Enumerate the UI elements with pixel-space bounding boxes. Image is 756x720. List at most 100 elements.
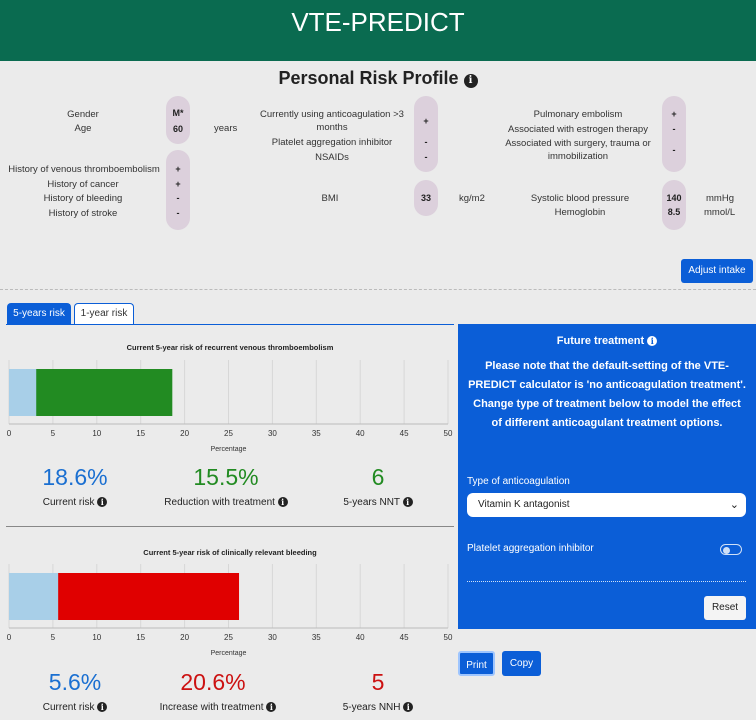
copy-button[interactable]: Copy: [502, 651, 541, 676]
chevron-down-icon: ⌄: [729, 499, 739, 511]
print-button[interactable]: Print: [458, 651, 495, 676]
bleed-bar-0: [9, 573, 59, 620]
surgery-trauma-value: -: [672, 145, 676, 155]
pill-bmi: [414, 180, 438, 216]
reset-button[interactable]: Reset: [704, 596, 746, 620]
info-icon[interactable]: i: [97, 497, 108, 507]
profile-title: Personal Risk Profile i: [0, 68, 756, 89]
app-title: VTE-PREDICT: [291, 7, 465, 37]
tick-label: 30: [268, 429, 277, 438]
vte-reduction-caption: Reduction with treatment i: [146, 497, 306, 508]
hemoglobin-unit: mmol/L: [704, 207, 736, 218]
pill-vte-characteristics: [662, 96, 686, 172]
x-axis-label: Percentage: [211, 650, 247, 657]
vte-current-risk-caption: Current risk i: [25, 497, 125, 508]
tick-label: 35: [312, 429, 321, 438]
pill-history: [166, 150, 190, 230]
history-bleeding-label: History of bleeding: [43, 193, 123, 204]
pulmonary-embolism-value: +: [671, 109, 677, 119]
toggle-knob: [723, 546, 730, 554]
bleed-current-risk-caption: Current risk i: [25, 702, 125, 713]
tick-label: 40: [356, 429, 365, 438]
tick-label: 45: [400, 633, 409, 642]
tick-label: 10: [92, 633, 101, 642]
tick-label: 15: [136, 633, 145, 642]
future-treatment-title: Future treatment i: [458, 335, 756, 347]
platelet-inhibitor-label: Platelet aggregation inhibitor: [271, 137, 393, 148]
info-icon[interactable]: i: [277, 497, 288, 507]
tick-label: 25: [224, 633, 233, 642]
pill-vitals: [662, 180, 686, 230]
systolic-bp-value: 140: [666, 193, 682, 203]
history-bleeding-value: -: [176, 193, 180, 203]
anticoag-3m-value: +: [423, 116, 429, 126]
info-icon[interactable]: i: [403, 702, 414, 712]
tick-label: 5: [51, 633, 56, 642]
bleeding-risk-chart: 0 5 10 15 20 25 30 35 40 45 50 Percentage: [7, 564, 453, 657]
tick-label: 40: [356, 633, 365, 642]
tick-label: 20: [180, 633, 189, 642]
platelet-inhibitor-toggle[interactable]: [720, 544, 742, 555]
info-icon[interactable]: i: [266, 702, 277, 712]
future-treatment-panel: Future treatment i Please note that the …: [458, 324, 756, 629]
bleed-current-risk-value: 5.6%: [48, 669, 102, 695]
tick-label: 50: [444, 633, 453, 642]
treatment-note: Please note that the default-setting of …: [468, 360, 746, 429]
history-cancer-label: History of cancer: [47, 179, 119, 190]
anticoag-3m-label: Currently using anticoagulation >3 month…: [260, 109, 404, 133]
tick-label: 0: [7, 633, 12, 642]
platelet-inhibitor-value: -: [424, 137, 428, 147]
tick-label: 25: [224, 429, 233, 438]
hemoglobin-value: 8.5: [667, 207, 681, 217]
vte-risk-chart: 0 5 10 15 20 25 30 35 40 45 50 Percentage: [7, 360, 453, 453]
bmi-label: BMI: [321, 193, 339, 204]
estrogen-value: -: [672, 124, 676, 134]
tab-1-year-risk[interactable]: 1-year risk: [74, 303, 134, 324]
tick-label: 0: [7, 429, 12, 438]
bleed-chart-title: Current 5-year risk of clinically releva…: [143, 548, 317, 557]
history-vte-label: History of venous thromboembolism: [8, 164, 160, 175]
tick-label: 20: [180, 429, 189, 438]
info-icon[interactable]: i: [647, 336, 658, 346]
history-cancer-value: +: [175, 179, 181, 189]
age-label: Age: [74, 123, 92, 134]
vte-nnt-value: 6: [371, 464, 385, 490]
pulmonary-embolism-label: Pulmonary embolism: [533, 109, 623, 120]
gender-value: M*: [172, 108, 184, 118]
info-icon[interactable]: i: [97, 702, 108, 712]
tick-label: 30: [268, 633, 277, 642]
nsaids-value: -: [424, 152, 428, 162]
vte-chart-title: Current 5-year risk of recurrent venous …: [126, 343, 334, 352]
gender-label: Gender: [67, 109, 99, 120]
tab-underline: [6, 324, 454, 325]
x-axis-label: Percentage: [211, 446, 247, 453]
systolic-bp-unit: mmHg: [706, 193, 734, 204]
anticoag-type-select[interactable]: Vitamin K antagonist ⌄: [467, 493, 746, 517]
tick-label: 50: [444, 429, 453, 438]
hemoglobin-label: Hemoglobin: [554, 207, 606, 218]
adjust-intake-button[interactable]: Adjust intake: [681, 259, 753, 283]
vte-current-risk-value: 18.6%: [42, 464, 108, 490]
bleed-nnh-value: 5: [371, 669, 385, 695]
chart-separator: [6, 526, 454, 527]
platelet-inhibitor-toggle-label: Platelet aggregation inhibitor: [467, 543, 594, 554]
panel-divider: [467, 581, 746, 582]
bmi-value: 33: [420, 193, 431, 203]
app-header: VTE-PREDICT: [0, 0, 756, 61]
vte-reduction-value: 15.5%: [193, 464, 259, 490]
vte-nnt-caption: 5-years NNT i: [328, 497, 428, 508]
section-divider: [0, 289, 756, 290]
info-icon[interactable]: i: [463, 74, 478, 88]
bmi-unit: kg/m2: [459, 193, 485, 204]
tick-label: 5: [51, 429, 56, 438]
age-value: 60: [172, 124, 183, 134]
age-unit: years: [214, 123, 238, 134]
history-vte-value: +: [175, 164, 181, 174]
systolic-bp-label: Systolic blood pressure: [530, 193, 630, 204]
bleed-nnh-caption: 5-years NNH i: [328, 702, 428, 713]
vte-bar-0: [9, 369, 37, 416]
info-icon[interactable]: i: [402, 497, 413, 507]
history-stroke-value: -: [176, 208, 180, 218]
tab-5-years-risk[interactable]: 5-years risk: [7, 303, 71, 324]
nsaids-label: NSAIDs: [315, 152, 349, 163]
